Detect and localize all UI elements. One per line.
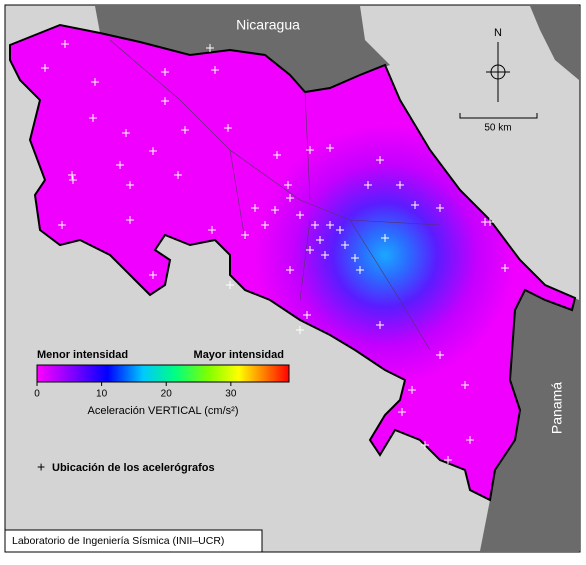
station bbox=[149, 147, 157, 155]
station bbox=[271, 206, 279, 214]
station bbox=[326, 144, 334, 152]
station bbox=[436, 204, 444, 212]
station bbox=[376, 156, 384, 164]
nicaragua-land bbox=[95, 6, 390, 92]
station bbox=[286, 194, 294, 202]
scale-label: 50 km bbox=[484, 123, 511, 134]
station bbox=[303, 311, 311, 319]
credit-box bbox=[4, 529, 263, 553]
credit: Laboratorio de Ingeniería Sísmica (INII–… bbox=[12, 535, 224, 547]
station bbox=[122, 129, 130, 137]
station bbox=[356, 266, 364, 274]
station bbox=[241, 231, 249, 239]
legend-label: Ubicación de los acelerógrafos bbox=[52, 462, 215, 474]
station bbox=[149, 271, 157, 279]
station bbox=[261, 221, 269, 229]
station bbox=[89, 114, 97, 122]
colorbar-low: Menor intensidad bbox=[37, 349, 128, 361]
station bbox=[466, 436, 474, 444]
station bbox=[273, 151, 281, 159]
colorbar-tick-label: 10 bbox=[96, 389, 108, 400]
station bbox=[41, 64, 49, 72]
station bbox=[501, 264, 509, 272]
station bbox=[226, 281, 234, 289]
station bbox=[364, 181, 372, 189]
costa-rica bbox=[9, 23, 577, 502]
station bbox=[116, 161, 124, 169]
station bbox=[306, 246, 314, 254]
station bbox=[161, 97, 169, 105]
station bbox=[396, 181, 404, 189]
station bbox=[351, 254, 359, 262]
station bbox=[161, 68, 169, 76]
station bbox=[68, 171, 76, 179]
colorbar-title: Aceleración VERTICAL (cm/s²) bbox=[88, 405, 239, 417]
station bbox=[286, 266, 294, 274]
station bbox=[444, 456, 452, 464]
colorbar-tick-label: 0 bbox=[34, 389, 40, 400]
station bbox=[376, 321, 384, 329]
colorbar-high: Mayor intensidad bbox=[194, 349, 284, 361]
station bbox=[326, 221, 334, 229]
stations bbox=[41, 40, 509, 464]
panama-land bbox=[480, 285, 579, 551]
station bbox=[311, 221, 319, 229]
station bbox=[126, 181, 134, 189]
station bbox=[211, 66, 219, 74]
station bbox=[251, 204, 259, 212]
station bbox=[436, 351, 444, 359]
station bbox=[61, 40, 69, 48]
station bbox=[421, 441, 429, 449]
station bbox=[398, 408, 406, 416]
colorbar-tick-label: 20 bbox=[161, 389, 173, 400]
station bbox=[296, 211, 304, 219]
station bbox=[69, 176, 77, 184]
station bbox=[58, 221, 66, 229]
station bbox=[174, 171, 182, 179]
station bbox=[284, 181, 292, 189]
station bbox=[224, 124, 232, 132]
station bbox=[208, 226, 216, 234]
station bbox=[91, 78, 99, 86]
station bbox=[181, 126, 189, 134]
station bbox=[206, 44, 214, 52]
station bbox=[321, 251, 329, 259]
colorbar bbox=[36, 364, 290, 383]
station bbox=[306, 146, 314, 154]
land bbox=[530, 6, 579, 80]
station bbox=[341, 241, 349, 249]
north-label: N bbox=[494, 27, 502, 39]
legend-symbol: + bbox=[37, 459, 45, 475]
station bbox=[381, 234, 389, 242]
station bbox=[316, 236, 324, 244]
colorbar-ticks: 0 10 20 30 bbox=[34, 382, 237, 400]
station bbox=[336, 226, 344, 234]
province-borders bbox=[109, 39, 441, 351]
station bbox=[411, 201, 419, 209]
station bbox=[408, 386, 416, 394]
station bbox=[461, 381, 469, 389]
country-label: Panamá bbox=[549, 382, 565, 434]
country-label: Nicaragua bbox=[236, 17, 300, 33]
colorbar-tick-label: 30 bbox=[225, 389, 237, 400]
station bbox=[296, 326, 304, 334]
station bbox=[486, 218, 494, 226]
station bbox=[126, 216, 134, 224]
scale-bar bbox=[459, 113, 538, 119]
north-arrow bbox=[486, 42, 510, 102]
